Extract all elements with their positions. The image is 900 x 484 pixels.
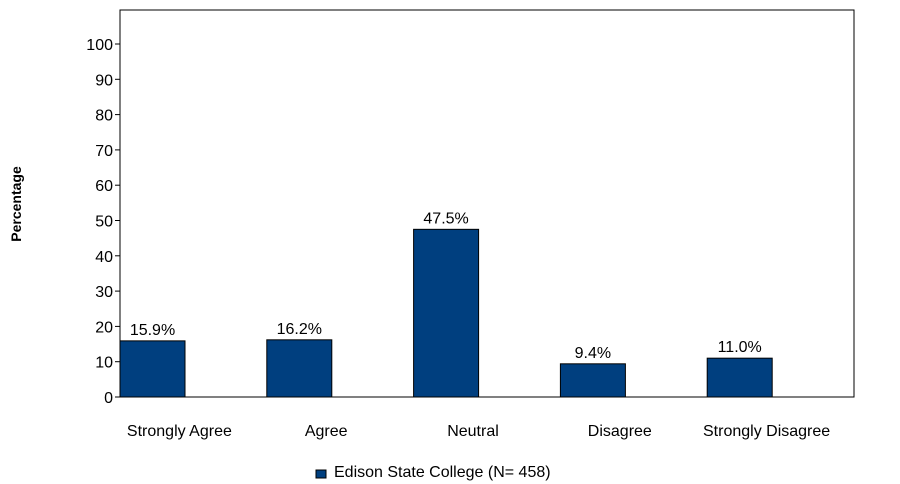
bar-value-label: 15.9% xyxy=(130,322,175,339)
legend-label: Edison State College (N= 458) xyxy=(334,464,551,481)
y-tick-label: 50 xyxy=(95,214,113,231)
y-tick-label: 90 xyxy=(95,72,113,89)
category-label: Strongly Agree xyxy=(127,423,232,440)
bar-value-label: 9.4% xyxy=(575,345,611,362)
category-label: Neutral xyxy=(447,423,499,440)
y-tick-label: 70 xyxy=(95,143,113,160)
y-tick-label: 10 xyxy=(95,355,113,372)
category-label: Disagree xyxy=(588,423,652,440)
bars xyxy=(119,228,773,398)
value-labels: 15.9% 16.2% 47.5% 9.4% 11.0% xyxy=(130,210,762,361)
y-axis-ticks: 0 10 20 30 40 50 60 70 80 90 100 xyxy=(86,37,120,407)
bar xyxy=(413,228,480,398)
y-axis-title: Percentage xyxy=(8,166,24,242)
bar-value-label: 47.5% xyxy=(423,210,468,227)
y-tick-label: 80 xyxy=(95,108,113,125)
category-label: Strongly Disagree xyxy=(703,423,830,440)
legend-swatch xyxy=(315,469,327,479)
legend: Edison State College (N= 458) xyxy=(315,464,551,481)
y-tick-label: 0 xyxy=(104,390,113,407)
bar-value-label: 11.0% xyxy=(718,339,762,356)
bar-value-label: 16.2% xyxy=(277,321,322,338)
y-tick-label: 60 xyxy=(95,178,113,195)
y-tick-label: 100 xyxy=(86,37,113,54)
y-tick-label: 40 xyxy=(95,249,113,266)
category-label: Agree xyxy=(305,423,348,440)
bar xyxy=(559,363,626,398)
y-tick-label: 30 xyxy=(95,284,113,301)
y-tick-label: 20 xyxy=(95,319,113,336)
bar xyxy=(266,339,333,398)
plot-frame xyxy=(119,9,855,398)
category-labels: Strongly Agree Agree Neutral Disagree Strong… xyxy=(127,423,830,440)
bar xyxy=(706,357,773,398)
bar xyxy=(119,340,186,398)
